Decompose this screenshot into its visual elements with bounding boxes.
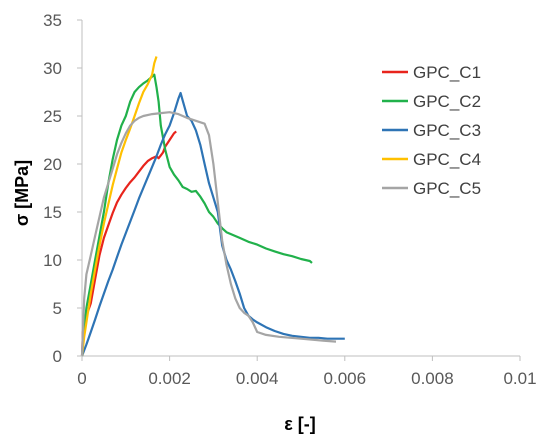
- y-tick-label: 30: [43, 59, 62, 78]
- y-axis-title: σ [MPa]: [12, 160, 32, 226]
- series-line-gpc-c4: [80, 56, 158, 357]
- x-tick-label: 0: [77, 369, 86, 388]
- y-tick-label: 25: [43, 107, 62, 126]
- y-tick-label: 15: [43, 203, 62, 222]
- series-line-gpc-c2: [80, 73, 313, 357]
- legend: GPC_C1 GPC_C2 GPC_C3 GPC_C4 GPC_C5: [382, 63, 481, 198]
- legend-label-gpc-c2: GPC_C2: [413, 92, 481, 111]
- x-tick-label: 0.002: [148, 369, 191, 388]
- series-line-gpc-c3: [80, 91, 345, 357]
- legend-label-gpc-c5: GPC_C5: [413, 179, 481, 198]
- x-tick-label: 0.01: [503, 369, 536, 388]
- legend-label-gpc-c1: GPC_C1: [413, 63, 481, 82]
- x-axis-title: ε [-]: [284, 414, 316, 434]
- x-tick-label: 0.004: [236, 369, 279, 388]
- y-tick-label: 35: [43, 11, 62, 30]
- plot-axes: [81, 20, 520, 357]
- y-tick-label: 20: [43, 155, 62, 174]
- series-line-gpc-c1: [80, 130, 177, 357]
- x-tick-label: 0.006: [324, 369, 367, 388]
- tick-labels: 0 0.002 0.004 0.006 0.008 0.01 0 5 10 15 20 25 30 35: [43, 11, 536, 388]
- legend-label-gpc-c3: GPC_C3: [413, 121, 481, 140]
- series-layer: [80, 56, 345, 357]
- series-line-gpc-c5: [80, 111, 337, 357]
- y-tick-label: 10: [43, 251, 62, 270]
- y-tick-label: 5: [53, 299, 62, 318]
- legend-label-gpc-c4: GPC_C4: [413, 150, 481, 169]
- x-tick-label: 0.008: [411, 369, 454, 388]
- y-tick-label: 0: [53, 347, 62, 366]
